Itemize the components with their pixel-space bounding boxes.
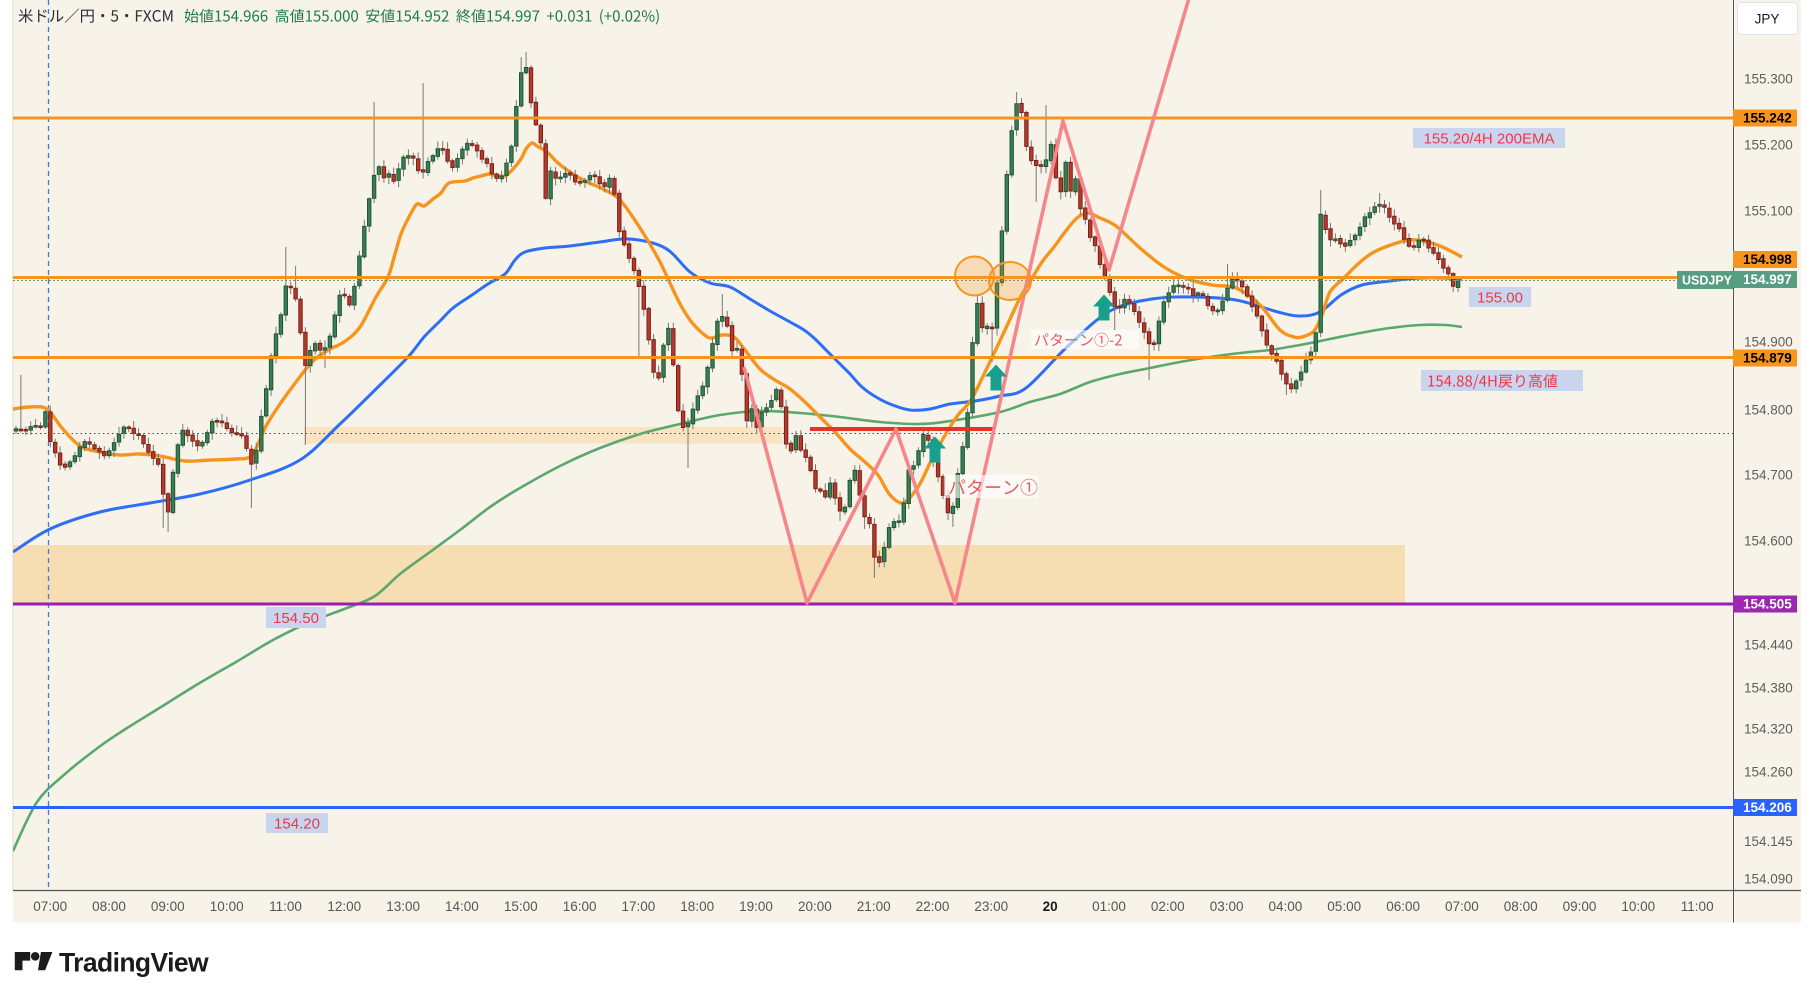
svg-text:JPY: JPY (1755, 12, 1780, 27)
svg-text:19:00: 19:00 (739, 899, 773, 914)
svg-text:16:00: 16:00 (563, 899, 597, 914)
svg-text:08:00: 08:00 (92, 899, 126, 914)
svg-text:155.00: 155.00 (1477, 289, 1523, 306)
svg-text:154.700: 154.700 (1744, 468, 1793, 483)
svg-text:07:00: 07:00 (33, 899, 67, 914)
svg-text:155.20/4H 200EMA: 155.20/4H 200EMA (1424, 130, 1555, 147)
svg-text:08:00: 08:00 (1504, 899, 1538, 914)
svg-text:10:00: 10:00 (1621, 899, 1655, 914)
svg-text:USDJPY: USDJPY (1682, 274, 1733, 288)
svg-text:154.320: 154.320 (1744, 722, 1793, 737)
svg-text:154.20: 154.20 (274, 815, 320, 832)
svg-text:155.242: 155.242 (1743, 111, 1792, 126)
svg-text:154.260: 154.260 (1744, 765, 1793, 780)
svg-text:TradingView: TradingView (59, 948, 209, 978)
svg-text:154.50: 154.50 (273, 610, 319, 627)
svg-text:154.206: 154.206 (1743, 800, 1792, 815)
svg-text:154.440: 154.440 (1744, 638, 1793, 653)
svg-text:04:00: 04:00 (1269, 899, 1303, 914)
svg-text:154.145: 154.145 (1744, 834, 1793, 849)
svg-text:154.998: 154.998 (1743, 252, 1792, 267)
svg-text:01:00: 01:00 (1092, 899, 1126, 914)
svg-text:20:00: 20:00 (798, 899, 832, 914)
svg-text:155.300: 155.300 (1744, 72, 1793, 87)
svg-text:11:00: 11:00 (1681, 899, 1714, 914)
svg-text:154.380: 154.380 (1744, 681, 1793, 696)
svg-text:14:00: 14:00 (445, 899, 479, 914)
svg-text:02:00: 02:00 (1151, 899, 1185, 914)
svg-text:154.505: 154.505 (1743, 597, 1792, 612)
svg-text:10:00: 10:00 (210, 899, 244, 914)
svg-text:11:00: 11:00 (269, 899, 302, 914)
svg-text:22:00: 22:00 (916, 899, 950, 914)
svg-text:06:00: 06:00 (1386, 899, 1420, 914)
svg-text:09:00: 09:00 (1563, 899, 1597, 914)
svg-text:155.200: 155.200 (1744, 138, 1793, 153)
svg-text:03:00: 03:00 (1210, 899, 1244, 914)
svg-text:07:00: 07:00 (1445, 899, 1479, 914)
svg-text:18:00: 18:00 (680, 899, 714, 914)
svg-text:154.997: 154.997 (1743, 272, 1792, 287)
svg-text:154.879: 154.879 (1743, 351, 1792, 366)
svg-text:23:00: 23:00 (974, 899, 1008, 914)
svg-text:17:00: 17:00 (622, 899, 656, 914)
svg-text:154.800: 154.800 (1744, 403, 1793, 418)
svg-text:20: 20 (1043, 899, 1058, 914)
svg-text:154.090: 154.090 (1744, 872, 1793, 887)
svg-text:15:00: 15:00 (504, 899, 538, 914)
svg-text:09:00: 09:00 (151, 899, 185, 914)
svg-text:12:00: 12:00 (327, 899, 361, 914)
svg-text:21:00: 21:00 (857, 899, 891, 914)
svg-text:154.900: 154.900 (1744, 335, 1793, 350)
svg-text:13:00: 13:00 (386, 899, 420, 914)
svg-text:05:00: 05:00 (1327, 899, 1361, 914)
svg-text:154.600: 154.600 (1744, 534, 1793, 549)
svg-text:155.100: 155.100 (1744, 204, 1793, 219)
